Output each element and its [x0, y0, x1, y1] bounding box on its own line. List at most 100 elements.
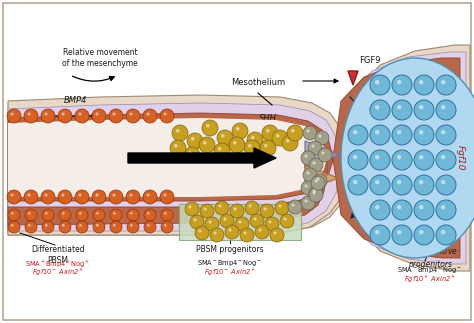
Circle shape: [309, 188, 323, 202]
Circle shape: [311, 144, 315, 148]
Circle shape: [187, 133, 203, 149]
Circle shape: [245, 201, 259, 215]
Circle shape: [144, 209, 156, 221]
Circle shape: [28, 212, 31, 215]
Circle shape: [96, 224, 99, 227]
Circle shape: [265, 217, 279, 231]
Circle shape: [76, 209, 88, 221]
Circle shape: [270, 228, 284, 242]
Circle shape: [25, 221, 37, 233]
Polygon shape: [333, 58, 460, 258]
Circle shape: [419, 180, 423, 184]
Circle shape: [188, 151, 191, 154]
Circle shape: [272, 130, 288, 146]
Circle shape: [109, 190, 123, 204]
Circle shape: [303, 126, 317, 140]
Circle shape: [235, 217, 249, 231]
Circle shape: [93, 209, 105, 221]
Circle shape: [375, 180, 379, 184]
Circle shape: [441, 80, 446, 84]
Circle shape: [129, 112, 133, 116]
Text: SMA$^-$Bmp4$^-$Nog$^-$: SMA$^-$Bmp4$^-$Nog$^-$: [397, 265, 463, 275]
Circle shape: [113, 212, 116, 215]
Ellipse shape: [350, 68, 474, 248]
Text: m: m: [163, 120, 173, 130]
Circle shape: [280, 214, 294, 228]
Circle shape: [244, 232, 246, 234]
Circle shape: [283, 217, 287, 221]
Circle shape: [45, 224, 48, 227]
Polygon shape: [339, 52, 466, 264]
Circle shape: [110, 221, 122, 233]
Circle shape: [62, 212, 64, 215]
Circle shape: [41, 190, 55, 204]
Circle shape: [441, 155, 446, 159]
Circle shape: [397, 180, 401, 184]
Text: PBSM progenitors: PBSM progenitors: [196, 245, 264, 254]
Circle shape: [370, 225, 390, 245]
Circle shape: [234, 207, 237, 211]
Circle shape: [27, 193, 31, 197]
Text: FGF9: FGF9: [359, 56, 381, 65]
Ellipse shape: [341, 58, 474, 258]
Polygon shape: [8, 95, 346, 235]
Circle shape: [392, 225, 412, 245]
Circle shape: [205, 217, 219, 231]
Circle shape: [184, 147, 200, 163]
Circle shape: [218, 147, 221, 151]
Circle shape: [62, 112, 64, 116]
Circle shape: [209, 221, 211, 224]
Circle shape: [279, 204, 282, 208]
Circle shape: [370, 125, 390, 145]
Circle shape: [392, 75, 412, 95]
Circle shape: [282, 135, 298, 151]
Circle shape: [288, 200, 302, 214]
Circle shape: [419, 155, 423, 159]
Circle shape: [273, 232, 277, 234]
Circle shape: [24, 190, 38, 204]
Circle shape: [375, 80, 379, 84]
Circle shape: [247, 132, 263, 148]
Circle shape: [27, 112, 31, 116]
Circle shape: [41, 109, 55, 123]
Circle shape: [414, 100, 434, 120]
Text: SMA$^-$Bmp4$^-$Nog$^-$: SMA$^-$Bmp4$^-$Nog$^-$: [197, 258, 263, 268]
Circle shape: [309, 186, 323, 200]
Text: $Fgf10$-positive
progenitors: $Fgf10$-positive progenitors: [402, 245, 458, 269]
Circle shape: [62, 224, 64, 227]
Circle shape: [112, 112, 116, 116]
Circle shape: [441, 105, 446, 109]
Circle shape: [185, 202, 199, 216]
Circle shape: [370, 100, 390, 120]
Circle shape: [213, 232, 217, 234]
Polygon shape: [305, 165, 338, 191]
Circle shape: [75, 109, 89, 123]
Circle shape: [11, 224, 14, 227]
Circle shape: [164, 193, 166, 197]
Text: BMP4: BMP4: [358, 98, 382, 107]
Circle shape: [315, 180, 318, 182]
Circle shape: [220, 214, 234, 228]
Circle shape: [95, 112, 99, 116]
Circle shape: [10, 112, 14, 116]
Circle shape: [8, 209, 20, 221]
Circle shape: [113, 224, 116, 227]
Circle shape: [126, 109, 140, 123]
Polygon shape: [8, 103, 339, 211]
Circle shape: [228, 228, 232, 232]
Circle shape: [275, 201, 289, 215]
Circle shape: [353, 180, 357, 184]
Circle shape: [45, 212, 48, 215]
Circle shape: [195, 226, 209, 240]
Circle shape: [189, 205, 191, 209]
Circle shape: [233, 141, 237, 144]
Circle shape: [110, 209, 122, 221]
Circle shape: [370, 200, 390, 220]
Circle shape: [370, 175, 390, 195]
Circle shape: [419, 230, 423, 234]
Text: Relative movement
of the mesenchyme: Relative movement of the mesenchyme: [62, 48, 138, 68]
Circle shape: [129, 193, 133, 197]
Circle shape: [112, 193, 116, 197]
Circle shape: [170, 140, 186, 156]
Circle shape: [215, 201, 229, 215]
